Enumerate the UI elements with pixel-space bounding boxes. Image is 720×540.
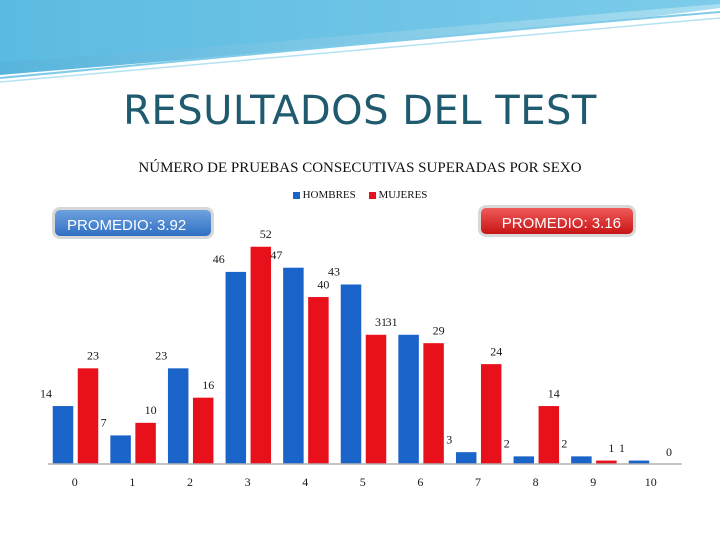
data-label-hombres-4: 47 [270, 248, 282, 262]
data-label-hombres-0: 14 [40, 386, 52, 400]
data-label-hombres-1: 7 [101, 416, 107, 430]
data-label-mujeres-0: 23 [87, 349, 99, 363]
x-tick-label-9: 9 [590, 475, 596, 489]
data-label-hombres-3: 46 [213, 252, 225, 266]
data-label-mujeres-10: 0 [666, 445, 672, 459]
data-label-mujeres-7: 24 [490, 344, 502, 358]
data-label-mujeres-6: 29 [433, 323, 445, 337]
bar-hombres-0 [51, 404, 75, 465]
data-label-hombres-10: 1 [619, 441, 625, 455]
header-wave-banner [0, 0, 720, 83]
legend-label-hombres: HOMBRES [302, 189, 356, 201]
chart-legend: HOMBRES MUJERES [0, 189, 720, 201]
x-tick-label-7: 7 [475, 475, 481, 489]
bar-mujeres-6 [421, 341, 446, 465]
data-label-mujeres-1: 10 [145, 403, 157, 417]
bar-mujeres-4 [306, 295, 331, 465]
bar-mujeres-3 [249, 245, 273, 465]
x-tick-label-1: 1 [129, 475, 135, 489]
data-label-mujeres-4: 40 [317, 277, 329, 291]
legend-swatch-mujeres [368, 191, 376, 199]
bar-hombres-10 [627, 459, 651, 465]
data-label-mujeres-9: 1 [608, 441, 614, 455]
data-label-mujeres-5: 31 [375, 315, 387, 329]
data-label-mujeres-8: 14 [548, 386, 560, 400]
bar-hombres-3 [224, 270, 248, 465]
bar-mujeres-1 [133, 421, 158, 465]
bar-hombres-6 [396, 333, 421, 465]
legend-swatch-hombres [292, 191, 300, 199]
data-label-hombres-9: 2 [561, 437, 567, 451]
bar-mujeres-2 [191, 396, 215, 465]
legend-label-mujeres: MUJERES [378, 189, 428, 201]
x-tick-label-5: 5 [360, 475, 366, 489]
x-tick-label-2: 2 [187, 475, 193, 489]
x-tick-label-4: 4 [302, 475, 308, 489]
hombres-average-callout: PROMEDIO: 3.92 [52, 207, 214, 239]
slide-title: RESULTADOS DEL TEST [123, 88, 597, 134]
bar-hombres-2 [166, 366, 190, 465]
x-tick-label-6: 6 [417, 475, 423, 489]
mujeres-average-callout: PROMEDIO: 3.16 [478, 205, 636, 237]
bar-mujeres-0 [76, 366, 100, 465]
data-label-hombres-2: 23 [155, 349, 167, 363]
data-label-hombres-5: 43 [328, 265, 340, 279]
bar-hombres-7 [454, 450, 478, 465]
x-tick-label-3: 3 [245, 475, 251, 489]
chart-title: NÚMERO DE PRUEBAS CONSECUTIVAS SUPERADAS… [138, 160, 582, 176]
legend-item-hombres: HOMBRES [292, 189, 356, 201]
legend-item-mujeres: MUJERES [368, 189, 428, 201]
bar-hombres-9 [569, 454, 594, 465]
bar-mujeres-7 [479, 362, 503, 465]
bar-mujeres-9 [594, 459, 619, 465]
data-label-hombres-8: 2 [504, 437, 510, 451]
data-label-hombres-6: 31 [386, 315, 398, 329]
bar-hombres-8 [512, 454, 536, 465]
data-label-hombres-7: 3 [446, 432, 452, 446]
x-tick-label-0: 0 [72, 475, 78, 489]
data-label-mujeres-2: 16 [202, 378, 214, 392]
x-tick-label-10: 10 [645, 475, 657, 489]
bar-hombres-1 [108, 433, 133, 465]
x-tick-label-8: 8 [533, 475, 539, 489]
bar-mujeres-5 [364, 333, 388, 465]
bar-mujeres-8 [537, 404, 561, 465]
bar-hombres-5 [339, 282, 363, 465]
data-label-mujeres-3: 52 [260, 227, 272, 241]
bar-hombres-4 [281, 266, 306, 465]
